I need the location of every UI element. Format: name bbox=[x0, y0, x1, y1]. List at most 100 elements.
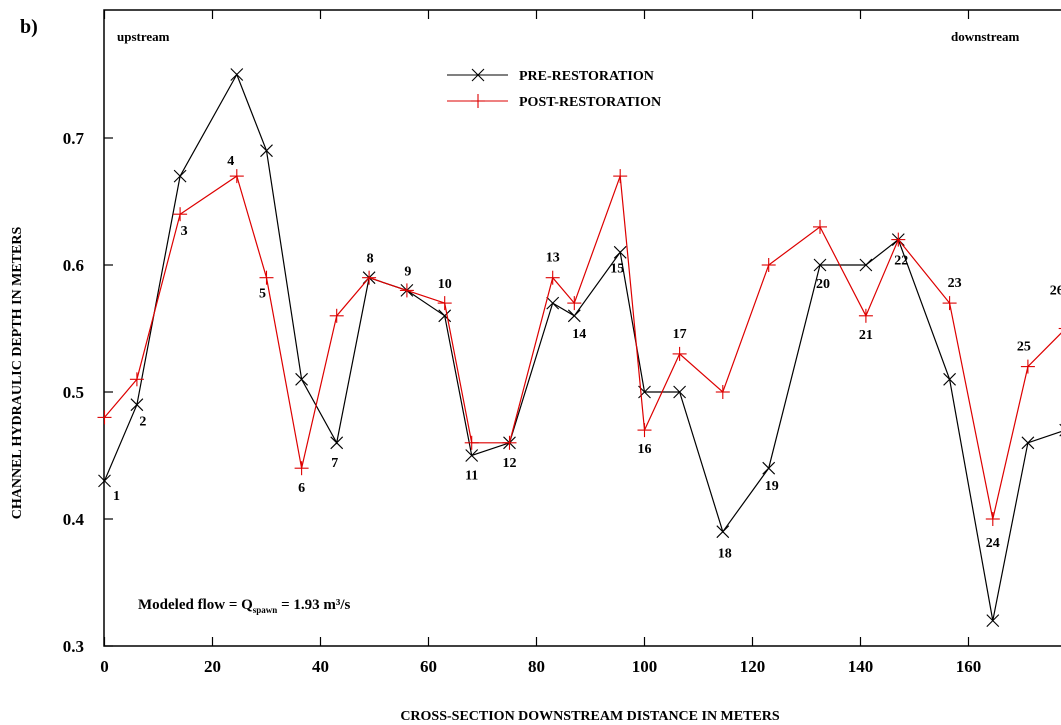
x-tick-label: 60 bbox=[420, 657, 437, 676]
cross-section-label: 22 bbox=[894, 254, 908, 269]
data-point-x-marker bbox=[762, 461, 776, 475]
data-point-x-marker bbox=[859, 258, 873, 272]
data-point-x-marker bbox=[260, 144, 273, 158]
cross-section-label: 9 bbox=[404, 264, 411, 279]
data-point-x-marker bbox=[98, 474, 111, 488]
marker-stroke bbox=[465, 449, 479, 462]
data-point-x-marker bbox=[173, 169, 187, 183]
y-tick-label: 0.6 bbox=[63, 256, 84, 275]
cross-section-label: 17 bbox=[673, 327, 687, 342]
series-pre-restoration bbox=[98, 68, 1061, 627]
data-point-x-marker bbox=[943, 372, 956, 386]
data-point-plus-marker bbox=[942, 296, 957, 311]
marker-stroke bbox=[98, 474, 111, 488]
marker-stroke bbox=[813, 258, 827, 272]
data-point-plus-marker bbox=[761, 258, 776, 272]
x-tick-label: 140 bbox=[848, 657, 874, 676]
y-axis-title: CHANNEL HYDRAULIC DEPTH IN METERS bbox=[10, 227, 25, 520]
marker-stroke bbox=[943, 372, 956, 386]
data-point-x-marker bbox=[567, 309, 581, 323]
cross-section-label: 20 bbox=[816, 277, 830, 292]
data-point-x-marker bbox=[130, 398, 144, 412]
flow-annotation-prefix: Modeled flow = Q bbox=[138, 597, 253, 613]
data-point-x-marker bbox=[986, 614, 1000, 627]
x-tick-label: 80 bbox=[528, 657, 545, 676]
cross-section-label: 7 bbox=[331, 456, 338, 471]
marker-stroke bbox=[613, 245, 627, 259]
marker-stroke bbox=[130, 398, 144, 412]
data-point-plus-marker bbox=[891, 232, 906, 247]
data-point-x-marker bbox=[465, 449, 479, 462]
cross-section-label: 15 bbox=[610, 261, 624, 276]
data-point-plus-marker bbox=[1020, 359, 1035, 374]
data-point-plus-marker bbox=[715, 385, 730, 399]
legend-label-pre: PRE-RESTORATION bbox=[519, 69, 654, 84]
flow-annotation-subscript: spawn bbox=[253, 605, 278, 615]
data-point-plus-marker bbox=[229, 169, 244, 184]
y-tick-label: 0.7 bbox=[63, 129, 85, 148]
cross-section-label: 19 bbox=[765, 479, 779, 494]
cross-section-label: 11 bbox=[465, 469, 478, 484]
marker-stroke bbox=[295, 372, 308, 386]
marker-stroke bbox=[859, 258, 873, 272]
cross-section-label: 10 bbox=[438, 277, 452, 292]
data-point-plus-marker bbox=[813, 219, 827, 234]
marker-stroke bbox=[260, 144, 273, 158]
flow-annotation: Modeled flow = Qspawn = 1.93 m³/s bbox=[138, 597, 351, 615]
upstream-label: upstream bbox=[117, 29, 170, 44]
series-layer bbox=[97, 68, 1061, 627]
data-point-x-marker bbox=[230, 68, 244, 81]
marker-stroke bbox=[330, 436, 344, 450]
flow-annotation-suffix: = 1.93 m³/s bbox=[277, 597, 350, 613]
data-point-plus-marker bbox=[637, 423, 652, 438]
y-tick-label: 0.3 bbox=[63, 637, 84, 656]
data-point-x-marker bbox=[716, 525, 730, 539]
y-tick-label: 0.5 bbox=[63, 383, 84, 402]
data-point-x-marker bbox=[438, 309, 452, 323]
data-point-plus-marker bbox=[437, 296, 452, 311]
series-post-restoration bbox=[97, 169, 1061, 526]
data-point-plus-marker bbox=[567, 296, 582, 311]
legend: PRE-RESTORATION POST-RESTORATION bbox=[447, 68, 661, 110]
data-point-x-marker bbox=[813, 258, 827, 272]
x-axis-title: CROSS-SECTION DOWNSTREAM DISTANCE IN MET… bbox=[400, 709, 780, 724]
x-tick-label: 40 bbox=[312, 657, 329, 676]
marker-stroke bbox=[673, 385, 686, 399]
plot-frame bbox=[103, 9, 1061, 647]
marker-stroke bbox=[230, 68, 244, 81]
x-tick-label: 20 bbox=[204, 657, 221, 676]
marker-stroke bbox=[546, 296, 560, 310]
cross-section-label: 24 bbox=[986, 536, 1000, 551]
data-point-plus-marker bbox=[129, 372, 144, 387]
x-tick-label: 100 bbox=[632, 657, 658, 676]
x-tick-label: 0 bbox=[100, 657, 109, 676]
marker-stroke bbox=[638, 385, 651, 399]
data-point-plus-marker bbox=[858, 308, 873, 323]
downstream-label: downstream bbox=[951, 29, 1020, 44]
data-point-x-marker bbox=[295, 372, 308, 386]
marker-stroke bbox=[567, 309, 581, 323]
marker-stroke bbox=[716, 525, 730, 539]
data-point-plus-marker bbox=[173, 207, 188, 222]
data-point-plus-marker bbox=[294, 461, 309, 476]
data-point-plus-marker bbox=[97, 410, 112, 425]
data-point-plus-marker bbox=[259, 270, 274, 285]
cross-section-label: 13 bbox=[546, 251, 560, 266]
marker-stroke bbox=[762, 461, 776, 475]
cross-section-label: 14 bbox=[572, 327, 586, 342]
cross-section-label: 18 bbox=[718, 547, 732, 562]
legend-marker-pre bbox=[447, 68, 508, 82]
marker-stroke bbox=[438, 309, 452, 323]
series-line bbox=[104, 175, 1061, 520]
data-point-plus-marker bbox=[502, 435, 517, 450]
data-point-plus-marker bbox=[464, 435, 479, 450]
cross-section-label: 12 bbox=[503, 456, 517, 471]
legend-label-post: POST-RESTORATION bbox=[519, 95, 661, 110]
data-point-plus-marker bbox=[613, 169, 628, 184]
cross-section-label: 6 bbox=[298, 481, 305, 496]
x-tick-label: 160 bbox=[956, 657, 982, 676]
x-tick-label: 120 bbox=[740, 657, 766, 676]
cross-section-label: 3 bbox=[181, 224, 188, 239]
cross-section-label: 26 bbox=[1050, 284, 1061, 299]
